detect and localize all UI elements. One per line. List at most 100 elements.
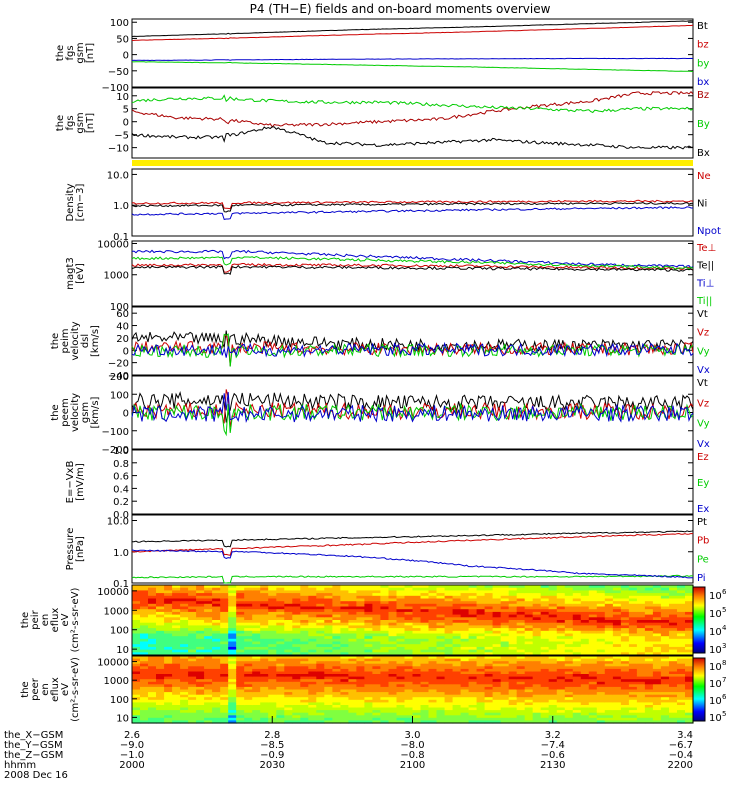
spectrogram-cell bbox=[156, 689, 165, 693]
spectrogram-cell bbox=[340, 681, 349, 685]
spectrogram-cell bbox=[292, 606, 301, 610]
spectrogram-cell bbox=[548, 638, 558, 643]
spectrogram-cell bbox=[292, 646, 301, 651]
spectrogram-cell bbox=[540, 702, 550, 706]
spectrogram-cell bbox=[660, 617, 670, 621]
spectrogram-cell bbox=[212, 705, 221, 709]
spectrogram-cell bbox=[300, 598, 309, 602]
spectrogram-cell bbox=[588, 603, 598, 608]
spectrogram-cell bbox=[436, 681, 446, 685]
spectrogram-cell bbox=[260, 590, 269, 594]
spectrogram-cell bbox=[484, 620, 494, 624]
spectrogram-cell bbox=[300, 663, 309, 667]
spectrogram-cell bbox=[372, 689, 381, 693]
spectrogram-cell bbox=[508, 684, 518, 688]
spectrogram-cell bbox=[316, 679, 325, 683]
spectrogram-cell bbox=[644, 663, 654, 667]
spectrogram-cell bbox=[404, 611, 414, 616]
spectrogram-cell bbox=[396, 614, 406, 618]
spectrogram-cell bbox=[669, 633, 678, 637]
series-line-Bt bbox=[131, 20, 694, 38]
spectrogram-cell bbox=[204, 649, 213, 653]
spectrogram-cell bbox=[636, 633, 646, 637]
spectrogram-cell bbox=[652, 601, 662, 605]
spectrogram-cell bbox=[596, 590, 606, 594]
x-tick-label: 2200 bbox=[668, 760, 693, 771]
spectrogram-cell bbox=[556, 686, 566, 691]
spectrogram-cell bbox=[628, 692, 638, 696]
spectrogram-cell bbox=[580, 681, 590, 685]
spectrogram-cell bbox=[220, 614, 229, 618]
spectrogram-cell bbox=[252, 622, 261, 626]
spectrogram-cell bbox=[212, 636, 221, 640]
spectrogram-cell bbox=[685, 617, 694, 621]
legend-Vx: Vx bbox=[697, 365, 710, 376]
spectrogram-cell bbox=[484, 697, 494, 701]
spectrogram-cell bbox=[669, 614, 678, 618]
spectrogram-cell bbox=[564, 674, 574, 678]
spectrogram-cell bbox=[572, 644, 582, 648]
spectrogram-cell bbox=[308, 630, 317, 635]
spectrogram-cell bbox=[236, 707, 245, 711]
spectrogram-cell bbox=[164, 686, 173, 691]
spectrogram-cell bbox=[652, 679, 662, 683]
spectrogram-cell bbox=[268, 663, 277, 667]
spectrogram-cell bbox=[476, 702, 486, 706]
spectrogram-cell bbox=[180, 649, 189, 653]
spectrogram-cell bbox=[540, 720, 550, 724]
spectrogram-cell bbox=[300, 638, 309, 643]
spectrogram-cell bbox=[380, 663, 389, 667]
spectrogram-cell bbox=[252, 595, 261, 600]
spectrogram-cell bbox=[332, 666, 341, 670]
spectrogram-cell bbox=[564, 717, 574, 721]
spectrogram-cell bbox=[500, 707, 510, 711]
spectrogram-cell bbox=[572, 676, 582, 680]
spectrogram-cell bbox=[364, 717, 373, 721]
spectrogram-cell bbox=[444, 587, 454, 591]
spectrogram-cell bbox=[212, 633, 221, 637]
spectrogram-cell bbox=[564, 585, 574, 589]
spectrogram-cell bbox=[444, 666, 454, 670]
spectrogram-cell bbox=[500, 658, 510, 662]
spectrogram-cell bbox=[604, 676, 614, 680]
spectrogram-cell bbox=[548, 617, 558, 621]
spectrogram-cell bbox=[540, 638, 550, 643]
spectrogram-cell bbox=[348, 679, 357, 683]
spectrogram-cell bbox=[300, 702, 309, 706]
spectrogram-cell bbox=[404, 689, 414, 693]
spectrogram-cell bbox=[196, 712, 205, 716]
spectrogram-cell bbox=[228, 692, 237, 696]
spectrogram-cell bbox=[300, 697, 309, 701]
spectrogram-cell bbox=[677, 668, 686, 673]
spectrogram-cell bbox=[556, 652, 566, 656]
spectrogram-cell bbox=[324, 585, 333, 589]
spectrogram-cell bbox=[500, 638, 510, 643]
spectrogram-cell bbox=[516, 679, 526, 683]
spectrogram-cell bbox=[268, 707, 277, 711]
spectrogram-cell bbox=[260, 614, 269, 618]
spectrogram-cell bbox=[612, 684, 622, 688]
spectrogram-cell bbox=[428, 609, 438, 613]
spectrogram-cell bbox=[532, 697, 542, 701]
spectrogram-cell bbox=[196, 679, 205, 683]
spectrogram-cell bbox=[685, 585, 694, 589]
colorbar-exponent: 5 bbox=[722, 710, 726, 718]
spectrogram-cell bbox=[276, 606, 285, 610]
spectrogram-cell bbox=[284, 684, 293, 688]
spectrogram-cell bbox=[156, 705, 165, 709]
spectrogram-cell bbox=[404, 692, 414, 696]
y-tick-label: 10000 bbox=[97, 239, 129, 250]
spectrogram-cell bbox=[356, 710, 365, 714]
spectrogram-cell bbox=[300, 641, 309, 645]
spectrogram-cell bbox=[252, 609, 261, 613]
spectrogram-cell bbox=[396, 656, 406, 660]
spectrogram-cell bbox=[220, 649, 229, 653]
spectrogram-cell bbox=[292, 684, 301, 688]
spectrogram-cell bbox=[516, 609, 526, 613]
spectrogram-cell bbox=[556, 620, 566, 624]
spectrogram-cell bbox=[412, 689, 422, 693]
spectrogram-cell bbox=[156, 590, 165, 594]
spectrogram-cell bbox=[572, 674, 582, 678]
spectrogram-cell bbox=[508, 601, 518, 605]
spectrogram-cell bbox=[348, 611, 357, 616]
